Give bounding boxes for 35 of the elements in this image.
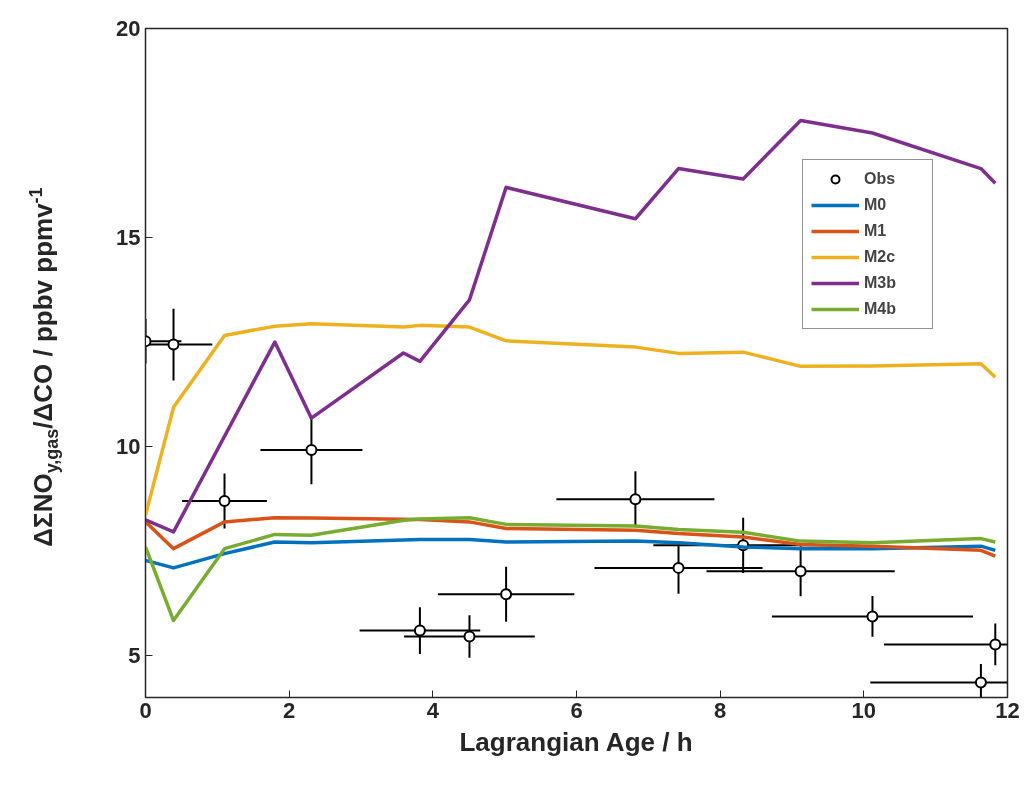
x-tick-label: 10 (851, 697, 877, 723)
point (866, 610, 879, 623)
legend-label: M1 (864, 221, 888, 241)
x-axis-title: Lagrangian Age / h (459, 726, 693, 757)
line-series (145, 515, 998, 623)
point (413, 624, 426, 637)
point (218, 494, 231, 507)
point (629, 493, 642, 506)
legend-label: M2c (864, 247, 897, 267)
legend-label: M3b (864, 273, 897, 293)
point (974, 676, 987, 689)
y-tick-label: 15 (116, 225, 141, 251)
legend-label: Obs (864, 169, 897, 189)
point (167, 338, 180, 351)
x-tick-label: 4 (426, 697, 440, 723)
legend-label: M4b (864, 299, 897, 319)
y-tick-label: 5 (128, 643, 141, 669)
line-series (145, 537, 998, 570)
x-tick-label: 12 (995, 697, 1020, 723)
point (794, 565, 807, 578)
point (672, 561, 685, 574)
y-tick-label: 20 (116, 16, 141, 41)
x-tick-label: 8 (714, 697, 727, 723)
x-tick-label: 2 (283, 697, 296, 723)
line-series (145, 515, 998, 558)
point (305, 443, 318, 456)
line-series (145, 118, 998, 534)
legend-label: M0 (864, 195, 888, 215)
point (463, 630, 476, 643)
line-series (145, 321, 998, 517)
point (989, 638, 1002, 651)
point (500, 588, 513, 601)
y-tick-label: 10 (116, 434, 141, 460)
x-tick-label: 6 (570, 697, 583, 723)
x-tick-label: 0 (139, 697, 152, 723)
